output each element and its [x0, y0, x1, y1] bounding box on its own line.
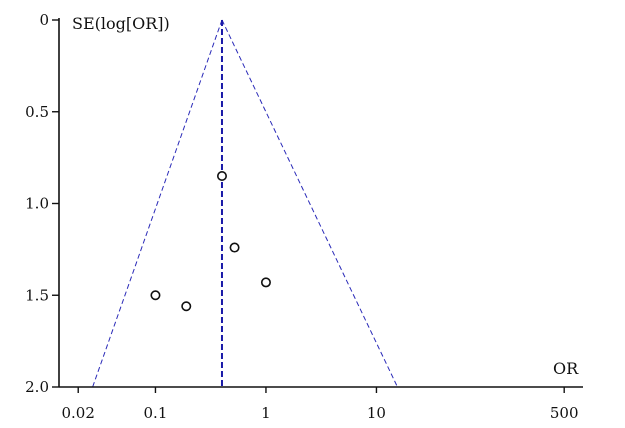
study-point	[150, 290, 161, 301]
y-tick-label: 0	[39, 11, 49, 29]
axes	[58, 18, 583, 388]
x-axis-title: OR	[553, 359, 579, 378]
funnel-left-limit	[92, 19, 223, 388]
x-tick-label: 500	[550, 404, 579, 422]
x-tick-label: 0.02	[62, 404, 95, 422]
x-tick-label: 10	[367, 404, 386, 422]
funnel-lines	[92, 19, 398, 388]
y-tick-label: 0.5	[25, 103, 49, 121]
y-tick-label: 2.0	[25, 378, 49, 396]
x-ticks: 0.02 0.1 1 10 500	[62, 387, 579, 422]
study-point	[181, 301, 192, 312]
study-points	[150, 170, 271, 312]
y-axis-title: SE(log[OR])	[72, 14, 170, 33]
study-point	[260, 277, 271, 288]
y-ticks: 0 0.5 1.0 1.5 2.0	[25, 11, 59, 396]
study-point	[216, 170, 227, 181]
y-tick-label: 1.0	[25, 195, 49, 213]
x-tick-label: 0.1	[144, 404, 168, 422]
y-tick-label: 1.5	[25, 286, 49, 304]
study-point	[229, 242, 240, 253]
funnel-right-limit	[221, 19, 398, 388]
x-tick-label: 1	[261, 404, 271, 422]
